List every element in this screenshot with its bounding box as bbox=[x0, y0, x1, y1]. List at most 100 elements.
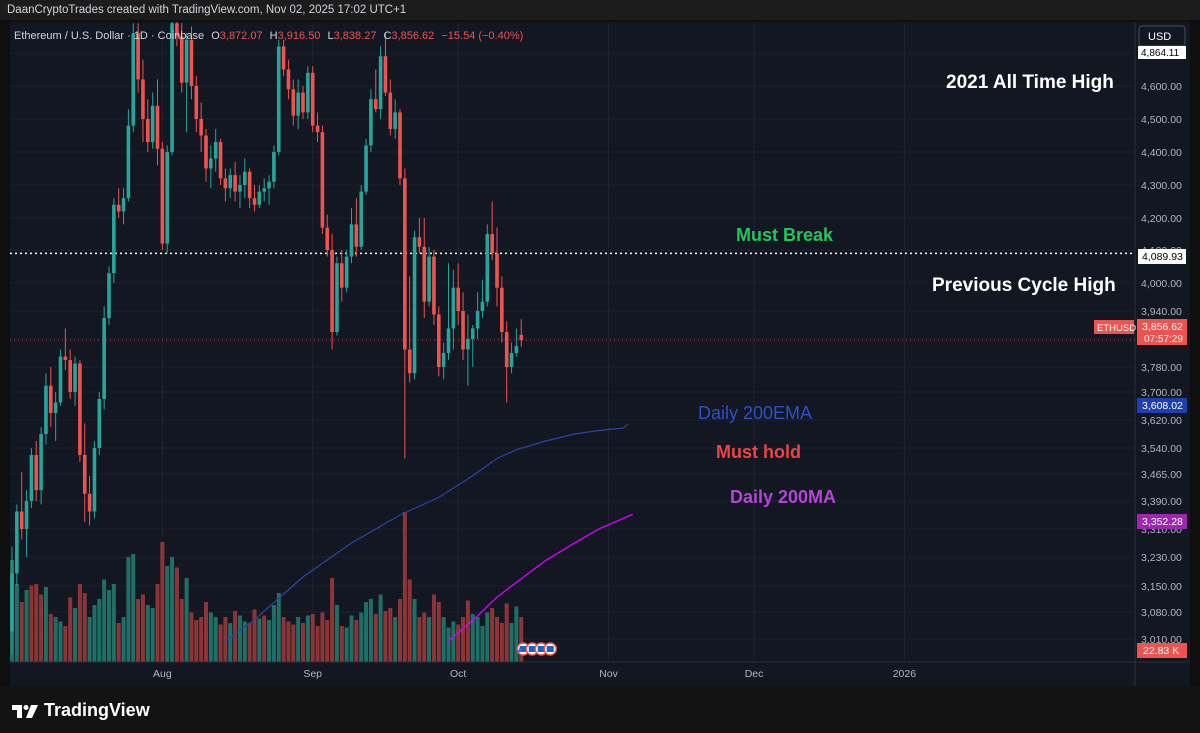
candle-body bbox=[252, 198, 257, 205]
candle bbox=[160, 142, 165, 250]
candle-body bbox=[369, 99, 373, 146]
candle bbox=[432, 250, 436, 325]
price-scale[interactable] bbox=[1135, 22, 1190, 686]
time-tick-label: Sep bbox=[303, 668, 322, 680]
volume-bar bbox=[92, 605, 97, 662]
candle-body bbox=[407, 349, 412, 374]
volume-bar bbox=[170, 557, 175, 662]
alert-star-icon bbox=[517, 647, 524, 652]
candle-body bbox=[354, 224, 359, 247]
volume-bar bbox=[145, 605, 150, 662]
volume-bar bbox=[296, 617, 301, 662]
candle bbox=[97, 392, 102, 455]
candle-body bbox=[344, 256, 349, 288]
candle-body bbox=[53, 402, 58, 413]
candle bbox=[73, 356, 77, 406]
annotation-must-hold: Must hold bbox=[716, 442, 801, 462]
svg-text:3,608.02: 3,608.02 bbox=[1142, 400, 1183, 412]
volume-bar bbox=[364, 602, 369, 662]
candle-body bbox=[514, 346, 519, 353]
volume-bar bbox=[446, 627, 451, 662]
economic-event-icon bbox=[543, 642, 557, 656]
price-label-previous-high: 4,089.93 bbox=[1138, 249, 1186, 264]
volume-bar bbox=[228, 623, 233, 662]
candle bbox=[466, 314, 470, 386]
candle-body bbox=[403, 178, 407, 350]
candle-body bbox=[388, 92, 393, 129]
volume-bar bbox=[519, 617, 524, 662]
candle-body bbox=[330, 250, 334, 332]
volume-bar bbox=[412, 599, 417, 662]
candle-body bbox=[383, 56, 388, 93]
price-tick-label: 4,500.00 bbox=[1141, 114, 1182, 126]
candle bbox=[427, 246, 431, 307]
candle-body bbox=[209, 158, 213, 169]
event-markers[interactable] bbox=[516, 642, 557, 656]
candle-body bbox=[107, 273, 111, 318]
candle bbox=[417, 218, 422, 254]
candle-body bbox=[247, 171, 252, 199]
candle-body bbox=[34, 454, 39, 491]
candle-body bbox=[364, 145, 368, 192]
candle-body bbox=[378, 56, 383, 110]
volume-bar bbox=[422, 612, 427, 662]
candle-body bbox=[451, 287, 456, 329]
volume-bar bbox=[456, 624, 461, 662]
volume-bar bbox=[247, 623, 252, 662]
candle-body bbox=[223, 178, 228, 189]
tradingview-logo[interactable]: TradingView bbox=[12, 700, 150, 721]
candle bbox=[82, 423, 87, 522]
price-chart[interactable]: 2021 All Time High Must Break Previous C… bbox=[10, 0, 1190, 686]
volume-bar bbox=[310, 614, 315, 662]
price-tick-label: 3,780.00 bbox=[1141, 362, 1182, 374]
chart-panel[interactable]: 2021 All Time High Must Break Previous C… bbox=[10, 0, 1190, 686]
candle-body bbox=[131, 33, 136, 126]
candle bbox=[398, 109, 402, 185]
candle bbox=[141, 59, 145, 143]
annotation-daily-200ma: Daily 200MA bbox=[730, 487, 836, 507]
candle bbox=[87, 475, 92, 526]
volume-bar bbox=[24, 590, 29, 662]
candle bbox=[223, 168, 228, 202]
candle-body bbox=[199, 119, 203, 136]
candle bbox=[446, 263, 451, 360]
svg-text:3,352.28: 3,352.28 bbox=[1142, 516, 1183, 528]
volume-bar bbox=[14, 584, 19, 662]
price-tick-label: 3,230.00 bbox=[1141, 552, 1182, 564]
candle bbox=[116, 188, 121, 218]
candle bbox=[514, 328, 519, 357]
candle bbox=[330, 234, 334, 350]
currency-button[interactable]: USD bbox=[1138, 25, 1186, 47]
volume-bar bbox=[199, 617, 204, 662]
candle-body bbox=[427, 256, 431, 302]
candle bbox=[461, 292, 465, 360]
volume-bar bbox=[184, 578, 189, 662]
symbol-tag: ETHUSD bbox=[1094, 320, 1136, 334]
candle-body bbox=[320, 132, 325, 228]
time-tick-label: Oct bbox=[450, 668, 466, 680]
candle bbox=[252, 185, 257, 212]
volume-bar bbox=[291, 624, 296, 662]
candle-body bbox=[417, 237, 422, 247]
price-label-last: 3,856.62 07:57:29 bbox=[1137, 319, 1187, 345]
candle-body bbox=[315, 125, 320, 133]
volume-bar bbox=[436, 602, 441, 662]
candle bbox=[165, 145, 169, 254]
candle bbox=[155, 79, 160, 166]
candle-body bbox=[461, 311, 465, 350]
candle-body bbox=[509, 353, 514, 367]
volume-bar bbox=[427, 617, 432, 662]
candle-body bbox=[301, 92, 305, 113]
volume-bar bbox=[218, 624, 223, 662]
candle-body bbox=[141, 79, 145, 119]
price-tick-label: 4,300.00 bbox=[1141, 180, 1182, 192]
candle-body bbox=[68, 360, 72, 392]
candle bbox=[475, 292, 480, 339]
volume-bar bbox=[451, 621, 456, 662]
candle bbox=[15, 504, 19, 586]
moving-averages bbox=[225, 423, 634, 642]
candle bbox=[58, 349, 63, 406]
volume-bar bbox=[407, 579, 412, 662]
candle bbox=[470, 325, 475, 367]
volume-bar bbox=[475, 617, 480, 662]
